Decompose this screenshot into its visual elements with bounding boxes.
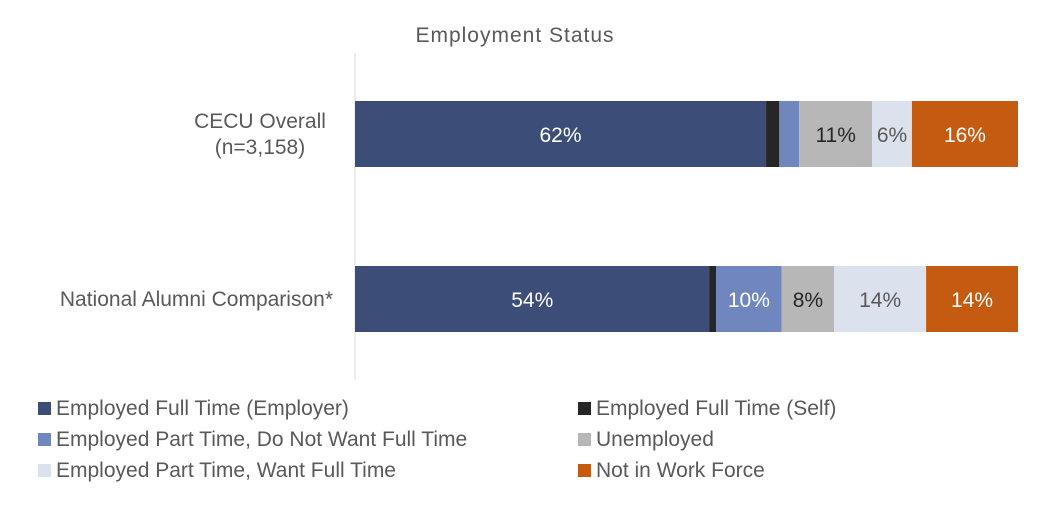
legend-swatch-employed-full-time-employer: [38, 402, 51, 415]
legend-swatch-employed-part-time-do-not-want-full-time: [38, 433, 51, 446]
data-label-not-in-work-force-1: 16%: [944, 124, 986, 147]
bar-employed-full-time-self-2: [709, 266, 717, 332]
bar-group: [355, 101, 1018, 332]
legend-label-not-in-work-force: Not in Work Force: [596, 459, 765, 482]
legend-swatch-employed-full-time-self: [578, 402, 591, 415]
category-labels: CECU Overall (n=3,158) National Alumni Com…: [60, 110, 333, 311]
legend-label-employed-part-time-do-not-want-full-time: Employed Part Time, Do Not Want Full Tim…: [56, 428, 467, 451]
chart-title: Employment Status: [415, 24, 614, 47]
category-label-cecu-overall: CECU Overall (n=3,158): [194, 110, 326, 159]
data-label-not-in-work-force-2: 14%: [951, 289, 993, 312]
data-label-employed-part-time-want-full-time-1: 6%: [877, 124, 907, 147]
legend-item-employed-part-time-want-full-time: Employed Part Time, Want Full Time: [38, 459, 396, 482]
legend: Employed Full Time (Employer) Employed Fu…: [38, 397, 836, 482]
legend-item-employed-full-time-self: Employed Full Time (Self): [578, 397, 836, 420]
bar-employed-full-time-self-1: [766, 101, 780, 167]
bar-employed-part-time-do-not-want-full-time-1: [779, 101, 800, 167]
legend-item-unemployed: Unemployed: [578, 428, 714, 451]
bar-employed-part-time-do-not-want-full-time-2: [716, 266, 782, 332]
data-label-employed-full-time-employer-1: 62%: [540, 124, 582, 147]
legend-item-not-in-work-force: Not in Work Force: [578, 459, 765, 482]
legend-item-employed-part-time-do-not-want-full-time: Employed Part Time, Do Not Want Full Tim…: [38, 428, 467, 451]
bar-employed-full-time-employer-2: [355, 266, 710, 332]
data-label-employed-part-time-want-full-time-2: 14%: [859, 289, 901, 312]
legend-label-unemployed: Unemployed: [596, 428, 714, 451]
bar-unemployed-2: [781, 266, 835, 332]
bar-employed-full-time-employer-1: [355, 101, 767, 167]
data-label-unemployed-2: 8%: [793, 289, 823, 312]
data-label-group: 62% 11% 6% 16% 54% 10% 8% 14% 14%: [511, 124, 993, 312]
bar-employed-part-time-want-full-time-2: [834, 266, 927, 332]
data-label-employed-full-time-employer-2: 54%: [511, 289, 553, 312]
legend-item-employed-full-time-employer: Employed Full Time (Employer): [38, 397, 349, 420]
legend-swatch-unemployed: [578, 433, 591, 446]
legend-label-employed-part-time-want-full-time: Employed Part Time, Want Full Time: [56, 459, 396, 482]
data-label-employed-part-time-do-not-want-full-time-2: 10%: [728, 289, 770, 312]
legend-swatch-not-in-work-force: [578, 464, 591, 477]
bar-employed-part-time-want-full-time-1: [872, 101, 912, 167]
legend-label-employed-full-time-employer: Employed Full Time (Employer): [56, 397, 349, 420]
data-label-unemployed-1: 11%: [815, 124, 855, 147]
legend-swatch-employed-part-time-want-full-time: [38, 464, 51, 477]
bar-not-in-work-force-2: [926, 266, 1018, 332]
category-label-national-alumni-comparison: National Alumni Comparison*: [60, 288, 333, 311]
bar-not-in-work-force-1: [911, 101, 1018, 167]
bar-unemployed-1: [799, 101, 873, 167]
legend-label-employed-full-time-self: Employed Full Time (Self): [596, 397, 836, 420]
